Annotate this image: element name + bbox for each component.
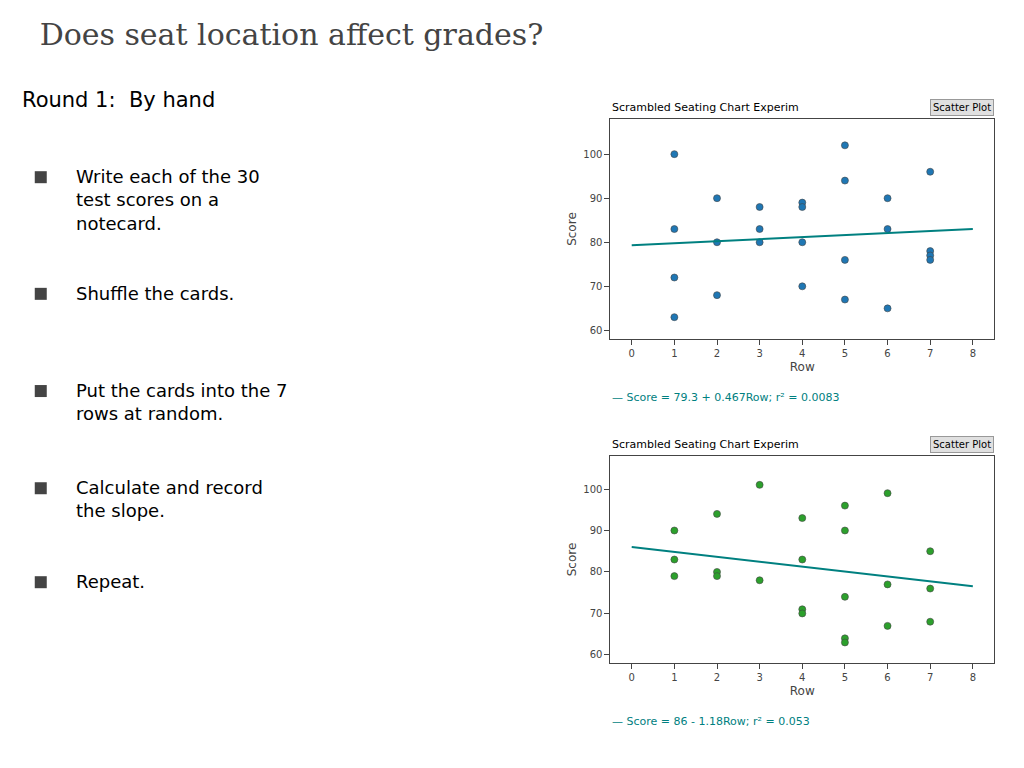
svg-text:90: 90 [590, 193, 603, 204]
svg-text:Scatter Plot: Scatter Plot [933, 102, 991, 113]
svg-text:60: 60 [590, 649, 603, 660]
svg-text:60: 60 [590, 325, 603, 336]
svg-text:4: 4 [799, 672, 805, 683]
svg-text:6: 6 [884, 348, 890, 359]
svg-text:Scrambled Seating Chart Experi: Scrambled Seating Chart Experim [612, 101, 799, 114]
svg-text:Scrambled Seating Chart Experi: Scrambled Seating Chart Experim [612, 438, 799, 451]
svg-text:Score: Score [565, 543, 579, 577]
svg-text:70: 70 [590, 281, 603, 292]
svg-text:3: 3 [756, 672, 762, 683]
svg-text:6: 6 [884, 672, 890, 683]
svg-text:— Score = 79.3 + 0.467Row; r²: — Score = 79.3 + 0.467Row; r² = 0.0083 [612, 391, 839, 404]
svg-text:4: 4 [799, 348, 805, 359]
svg-text:Row: Row [790, 360, 815, 374]
svg-text:80: 80 [590, 237, 603, 248]
svg-text:Put the cards into the 7rows a: Put the cards into the 7rows at random. [76, 380, 287, 424]
svg-text:1: 1 [671, 672, 677, 683]
svg-text:100: 100 [583, 149, 602, 160]
svg-text:90: 90 [590, 525, 603, 536]
svg-text:7: 7 [927, 672, 933, 683]
svg-text:Scatter Plot: Scatter Plot [933, 439, 991, 450]
svg-text:70: 70 [590, 608, 603, 619]
svg-text:Write each of the 30test score: Write each of the 30test scores on anote… [76, 166, 260, 234]
svg-text:80: 80 [590, 566, 603, 577]
svg-text:Repeat.: Repeat. [76, 571, 145, 592]
svg-text:Shuffle the cards.: Shuffle the cards. [76, 283, 234, 304]
svg-text:8: 8 [970, 348, 976, 359]
svg-text:2: 2 [714, 348, 720, 359]
svg-text:5: 5 [842, 348, 848, 359]
svg-text:Round 1: By hand: Round 1: By hand [22, 88, 215, 112]
svg-text:Score: Score [565, 212, 579, 246]
svg-text:Row: Row [790, 684, 815, 698]
svg-text:0: 0 [629, 348, 635, 359]
svg-text:Does seat location affect grad: Does seat location affect grades? [40, 17, 544, 52]
svg-text:8: 8 [970, 672, 976, 683]
svg-text:— Score = 86 - 1.18Row; r² = 0: — Score = 86 - 1.18Row; r² = 0.053 [612, 715, 810, 728]
svg-text:100: 100 [583, 484, 602, 495]
svg-text:7: 7 [927, 348, 933, 359]
svg-text:1: 1 [671, 348, 677, 359]
svg-text:5: 5 [842, 672, 848, 683]
svg-text:0: 0 [629, 672, 635, 683]
svg-text:Calculate and recordthe slope.: Calculate and recordthe slope. [76, 477, 263, 521]
svg-text:3: 3 [756, 348, 762, 359]
svg-text:2: 2 [714, 672, 720, 683]
